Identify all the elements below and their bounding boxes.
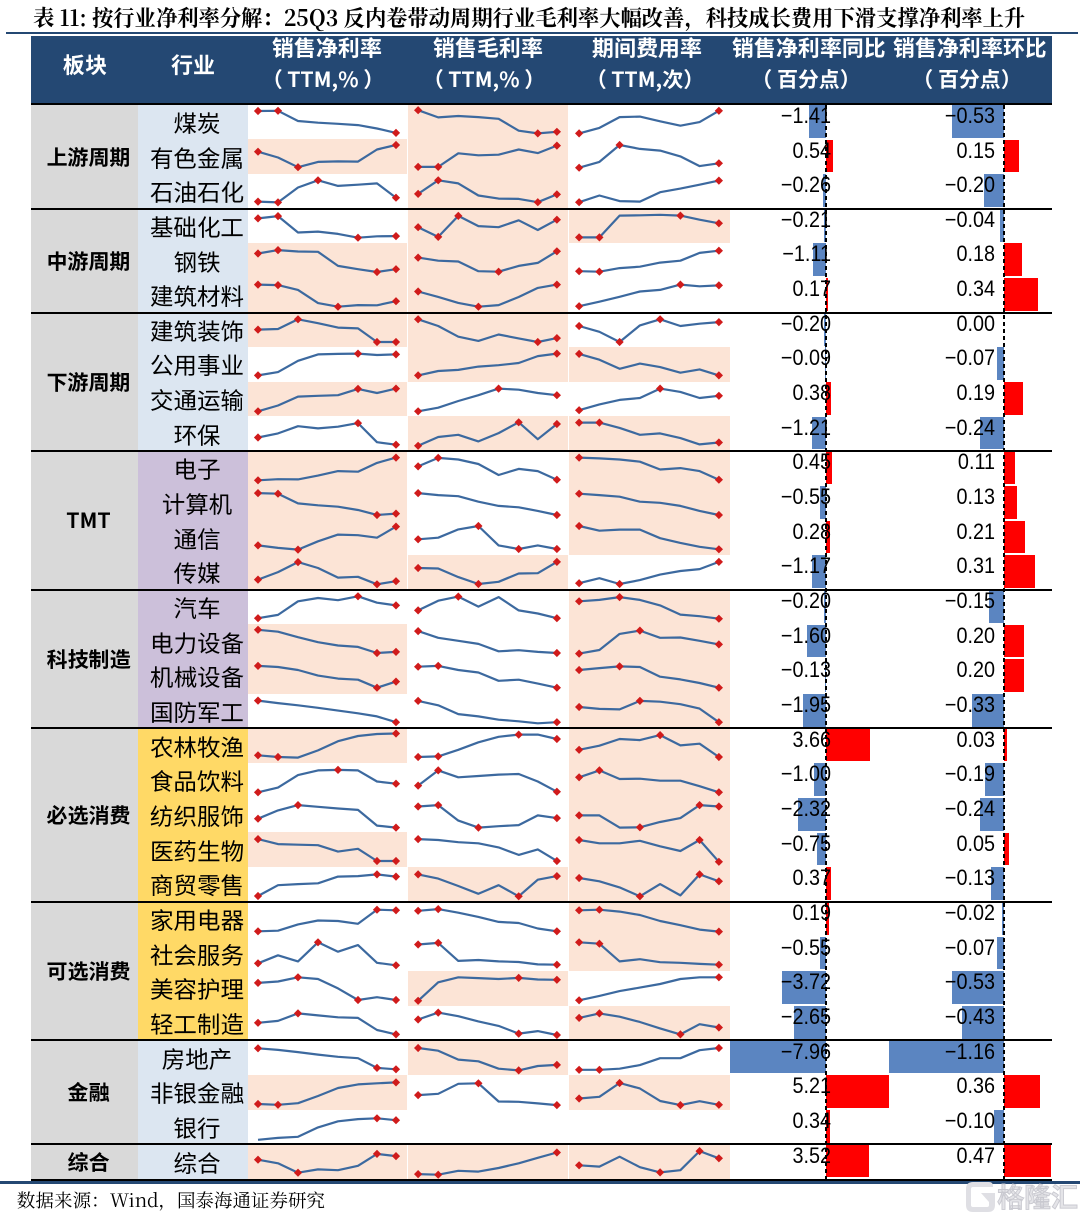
svg-text:格隆汇: 格隆汇 bbox=[997, 1179, 1078, 1215]
